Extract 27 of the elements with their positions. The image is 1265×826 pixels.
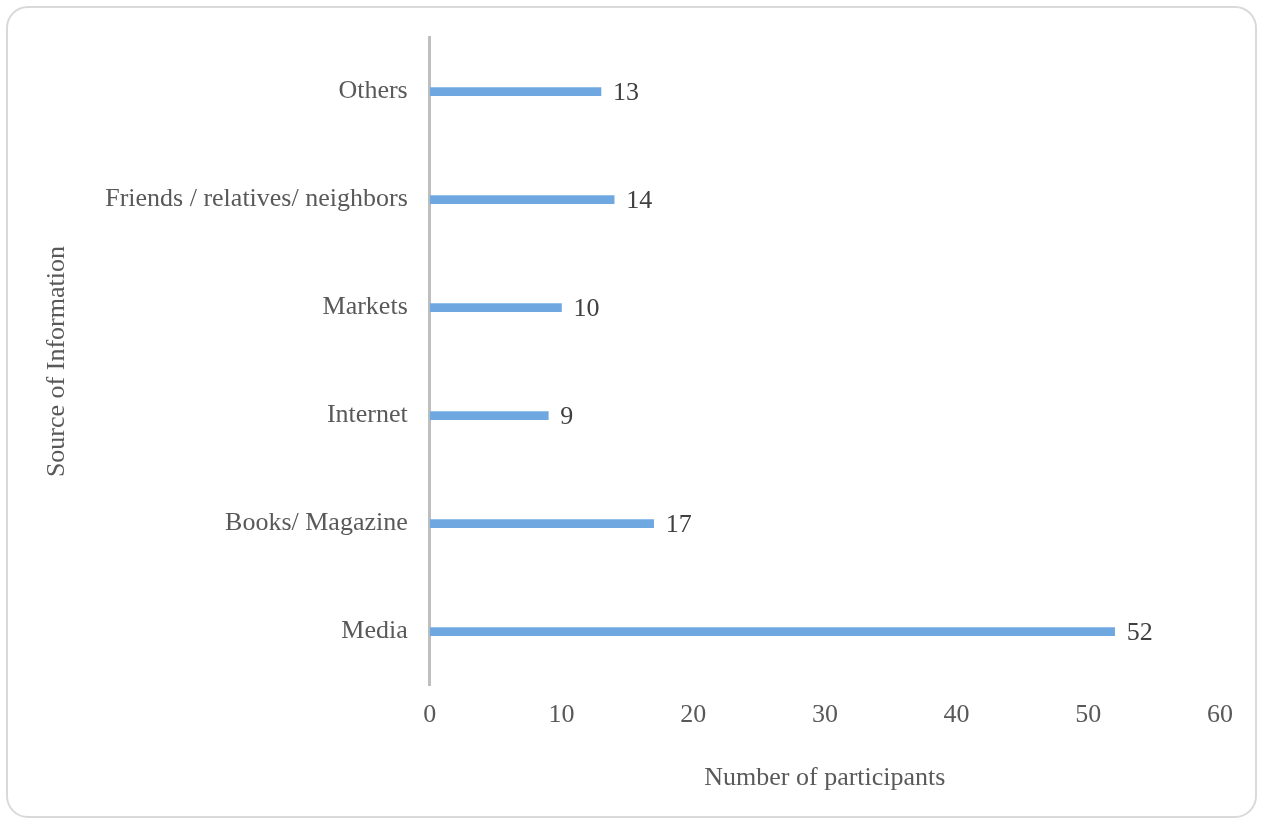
y-tick-label: Markets bbox=[322, 291, 408, 321]
y-tick-label: Friends / relatives/ neighbors bbox=[105, 183, 408, 213]
x-tick-label: 20 bbox=[680, 699, 707, 729]
bar bbox=[429, 627, 1115, 636]
data-label: 17 bbox=[665, 509, 692, 539]
x-tick-label: 30 bbox=[811, 699, 838, 729]
y-tick-label: Media bbox=[341, 615, 409, 645]
data-label: 14 bbox=[626, 185, 653, 215]
x-tick-label: 10 bbox=[548, 699, 575, 729]
data-label: 10 bbox=[573, 293, 600, 323]
bar bbox=[429, 519, 654, 528]
y-tick-label: Internet bbox=[326, 399, 409, 429]
y-axis-title: Source of Information bbox=[41, 246, 71, 478]
y-tick-label: Others bbox=[338, 75, 408, 105]
data-label: 52 bbox=[1126, 617, 1153, 647]
bar bbox=[429, 303, 562, 312]
bar bbox=[429, 87, 602, 96]
bar bbox=[429, 195, 615, 204]
x-axis-title: Number of participants bbox=[704, 762, 946, 792]
bar bbox=[429, 411, 549, 420]
x-tick-label: 60 bbox=[1207, 699, 1233, 729]
x-tick-label: 0 bbox=[423, 699, 437, 729]
data-label: 9 bbox=[560, 401, 574, 431]
data-label: 13 bbox=[612, 77, 639, 107]
x-tick-label: 40 bbox=[943, 699, 970, 729]
y-tick-label: Books/ Magazine bbox=[225, 507, 408, 537]
x-tick-label: 50 bbox=[1075, 699, 1102, 729]
